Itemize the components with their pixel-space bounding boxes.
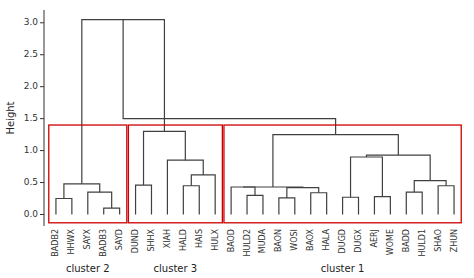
y-tick	[40, 182, 44, 183]
y-tick	[40, 118, 44, 119]
merge-link	[123, 20, 335, 135]
y-tick-label: 2.0	[24, 81, 39, 91]
y-axis-label: Height	[5, 101, 16, 134]
leaf-label: BAON	[274, 229, 283, 252]
merge-link	[406, 192, 422, 214]
leaf-label: BADD	[402, 229, 411, 252]
leaf-label: HALD	[179, 229, 188, 251]
leaf-label: HALA	[322, 228, 331, 250]
leaf-label: HHWX	[67, 228, 76, 254]
leaf-label: WOME	[386, 229, 395, 255]
chart: 0.0 0.5 1.0 1.5 2.0 2.5 3.0 Height BADB2 HHWX SAYX…	[0, 0, 474, 278]
leaf-label: DUGX	[354, 228, 363, 252]
x-tick-labels: BADB2 HHWX SAYX BADB3 SAYD DUND SHHX XIAH HALD HA…	[51, 228, 458, 256]
leaf-label: BADB3	[99, 229, 108, 257]
y-tick-label: 1.0	[24, 145, 39, 155]
leaf-label: HULD2	[243, 229, 252, 257]
leaf-label: ZHUN	[450, 229, 459, 252]
merge-link	[374, 197, 390, 215]
leaf-label: HULX	[211, 228, 220, 250]
merge-link	[191, 175, 215, 215]
y-tick	[40, 214, 44, 215]
cluster-label: cluster 3	[154, 263, 198, 274]
y-tick	[40, 22, 44, 23]
merge-link	[88, 192, 112, 214]
merge-link	[351, 157, 383, 197]
merge-link	[414, 181, 446, 193]
merge-link	[438, 186, 454, 215]
leaf-label: WOSI	[290, 229, 299, 251]
cluster-box	[224, 125, 461, 223]
leaf-label: HAIS	[195, 229, 204, 248]
merge-link	[366, 155, 430, 181]
plot-area	[56, 20, 454, 215]
leaf-label: DUND	[131, 229, 140, 253]
leaf-label: SAYX	[83, 228, 92, 249]
merge-link	[64, 184, 100, 199]
leaf-label: BADB2	[51, 229, 60, 257]
leaf-label: SHAO	[434, 229, 443, 252]
cluster-box	[128, 125, 222, 223]
merge-link	[231, 187, 255, 214]
cluster-label: cluster 1	[321, 263, 365, 274]
merge-link	[56, 199, 72, 215]
cluster-box	[49, 125, 127, 223]
y-tick-label: 0.0	[24, 209, 39, 219]
leaf-label: BAOD	[227, 229, 236, 252]
leaf-label: MUDA	[258, 228, 267, 253]
cluster-label: cluster 2	[66, 263, 110, 274]
y-tick	[40, 54, 44, 55]
merge-link	[279, 198, 295, 215]
y-tick-label: 0.5	[24, 177, 38, 187]
leaf-label: SHHX	[147, 228, 156, 251]
y-tick	[40, 86, 44, 87]
merge-link	[247, 195, 263, 214]
leaf-label: SAYD	[115, 229, 124, 250]
merge-link	[287, 188, 319, 198]
merge-link	[144, 131, 186, 185]
leaf-label: BAOX	[306, 228, 315, 251]
merge-link	[273, 135, 398, 187]
leaf-label: DUGD	[338, 229, 347, 253]
merge-link	[343, 197, 359, 214]
merge-link	[183, 186, 199, 215]
y-tick	[40, 150, 44, 151]
y-axis: 0.0 0.5 1.0 1.5 2.0 2.5 3.0	[24, 10, 44, 226]
leaf-label: HULD1	[418, 229, 427, 257]
leaf-label: AERJ	[370, 229, 379, 247]
merge-link	[311, 193, 327, 215]
y-tick-label: 3.0	[24, 17, 39, 27]
leaf-label: XIAH	[163, 229, 172, 248]
merge-link	[167, 160, 203, 214]
y-tick-label: 1.5	[24, 113, 38, 123]
y-axis-line	[44, 10, 45, 226]
cluster-boxes	[49, 125, 461, 223]
merge-link	[104, 208, 120, 214]
y-tick-label: 2.5	[24, 49, 38, 59]
merge-link	[136, 185, 152, 214]
